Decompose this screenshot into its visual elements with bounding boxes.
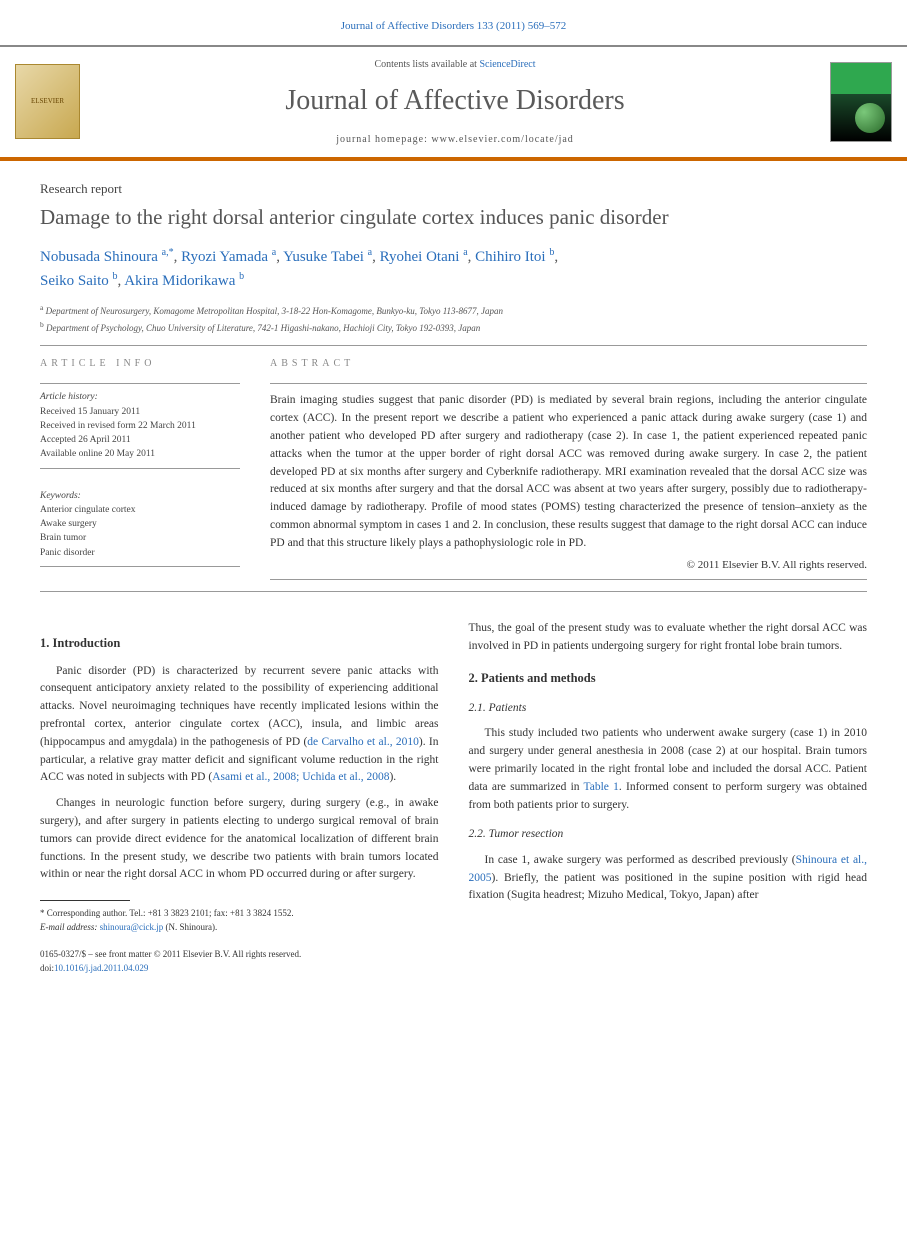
author-aff: b: [239, 271, 244, 282]
email-suffix: (N. Shinoura).: [163, 922, 217, 932]
footer-front-matter: 0165-0327/$ – see front matter © 2011 El…: [40, 948, 439, 975]
subsection-heading-patients: 2.1. Patients: [469, 700, 868, 717]
author-aff: a: [272, 247, 276, 258]
intro-body: Panic disorder (PD) is characterized by …: [40, 663, 439, 885]
abstract-column: ABSTRACT Brain imaging studies suggest t…: [270, 356, 867, 581]
contents-line: Contents lists available at ScienceDirec…: [95, 57, 815, 72]
patients-body: This study included two patients who und…: [469, 725, 868, 814]
divider: [40, 345, 867, 346]
divider: [270, 579, 867, 580]
homepage-url: www.elsevier.com/locate/jad: [431, 134, 573, 145]
keyword: Awake surgery: [40, 517, 240, 531]
history-received: Received 15 January 2011: [40, 405, 240, 419]
author-list: Nobusada Shinoura a,*, Ryozi Yamada a, Y…: [40, 245, 867, 292]
contents-prefix: Contents lists available at: [374, 59, 479, 70]
keyword: Panic disorder: [40, 546, 240, 560]
author-aff: b: [113, 271, 118, 282]
corresponding-author-footnote: * Corresponding author. Tel.: +81 3 3823…: [40, 907, 439, 934]
doi-link[interactable]: 10.1016/j.jad.2011.04.029: [54, 963, 148, 973]
section-heading-intro: 1. Introduction: [40, 634, 439, 653]
body-paragraph: Changes in neurologic function before su…: [40, 795, 439, 884]
table-link[interactable]: Table 1: [584, 781, 619, 793]
journal-name: Journal of Affective Disorders: [95, 80, 815, 122]
article-type: Research report: [40, 179, 867, 199]
email-link[interactable]: shinoura@cick.jp: [100, 922, 164, 932]
history-accepted: Accepted 26 April 2011: [40, 433, 240, 447]
elsevier-logo-text: ELSEVIER: [31, 96, 64, 107]
body-run: ).: [389, 771, 396, 783]
citation-link[interactable]: Asami et al., 2008; Uchida et al., 2008: [212, 771, 389, 783]
keywords-block: Keywords: Anterior cingulate cortex Awak…: [40, 483, 240, 567]
article-info-label: ARTICLE INFO: [40, 356, 240, 371]
elsevier-logo: ELSEVIER: [15, 64, 80, 139]
author-link[interactable]: Chihiro Itoi: [475, 249, 545, 265]
author-aff: b: [549, 247, 554, 258]
section-heading-methods: 2. Patients and methods: [469, 669, 868, 688]
affiliations: a Department of Neurosurgery, Komagome M…: [40, 302, 867, 335]
abstract-text: Brain imaging studies suggest that panic…: [270, 392, 867, 552]
body-paragraph: Thus, the goal of the present study was …: [469, 620, 868, 656]
history-revised: Received in revised form 22 March 2011: [40, 419, 240, 433]
sciencedirect-link[interactable]: ScienceDirect: [479, 59, 535, 70]
corresponding-marker: *: [169, 247, 174, 258]
running-header: Journal of Affective Disorders 133 (2011…: [0, 0, 907, 45]
abstract-copyright: © 2011 Elsevier B.V. All rights reserved…: [270, 557, 867, 574]
keyword: Brain tumor: [40, 531, 240, 545]
left-column: 1. Introduction Panic disorder (PD) is c…: [40, 620, 439, 976]
author-link[interactable]: Nobusada Shinoura: [40, 249, 158, 265]
article-body: Research report Damage to the right dors…: [0, 161, 907, 1006]
history-label: Article history:: [40, 390, 240, 404]
author-link[interactable]: Seiko Saito: [40, 273, 109, 289]
author-aff: a: [463, 247, 467, 258]
masthead-center: Contents lists available at ScienceDirec…: [95, 57, 815, 147]
homepage-label: journal homepage:: [336, 134, 431, 145]
keyword: Anterior cingulate cortex: [40, 503, 240, 517]
author-aff: a,: [162, 247, 169, 258]
right-column: Thus, the goal of the present study was …: [469, 620, 868, 976]
running-header-link[interactable]: Journal of Affective Disorders 133 (2011…: [341, 20, 566, 32]
citation-link[interactable]: de Carvalho et al., 2010: [307, 736, 419, 748]
author-link[interactable]: Yusuke Tabei: [283, 249, 364, 265]
keywords-label: Keywords:: [40, 489, 240, 503]
divider: [40, 591, 867, 592]
affiliation-b: Department of Psychology, Chuo Universit…: [46, 323, 480, 333]
history-online: Available online 20 May 2011: [40, 447, 240, 461]
corr-author-line: * Corresponding author. Tel.: +81 3 3823…: [40, 907, 439, 921]
email-label: E-mail address:: [40, 922, 100, 932]
masthead: ELSEVIER Contents lists available at Sci…: [0, 45, 907, 161]
subsection-heading-resection: 2.2. Tumor resection: [469, 826, 868, 843]
intro-continued: Thus, the goal of the present study was …: [469, 620, 868, 656]
footnote-separator: [40, 900, 130, 901]
author-link[interactable]: Ryozi Yamada: [181, 249, 268, 265]
body-columns: 1. Introduction Panic disorder (PD) is c…: [40, 620, 867, 976]
author-aff: a: [368, 247, 372, 258]
article-title: Damage to the right dorsal anterior cing…: [40, 204, 867, 231]
author-link[interactable]: Ryohei Otani: [380, 249, 460, 265]
abstract-label: ABSTRACT: [270, 356, 867, 371]
body-run: ). Briefly, the patient was positioned i…: [469, 872, 868, 902]
affiliation-a: Department of Neurosurgery, Komagome Met…: [46, 306, 503, 316]
author-link[interactable]: Akira Midorikawa: [124, 273, 235, 289]
article-history-block: Article history: Received 15 January 201…: [40, 383, 240, 468]
article-info-column: ARTICLE INFO Article history: Received 1…: [40, 356, 240, 581]
resection-body: In case 1, awake surgery was performed a…: [469, 852, 868, 905]
doi-label: doi:: [40, 963, 54, 973]
journal-cover-thumbnail: [830, 62, 892, 142]
body-run: In case 1, awake surgery was performed a…: [485, 854, 796, 866]
front-matter-text: 0165-0327/$ – see front matter © 2011 El…: [40, 948, 439, 962]
divider: [270, 383, 867, 384]
info-abstract-row: ARTICLE INFO Article history: Received 1…: [40, 356, 867, 581]
homepage-line: journal homepage: www.elsevier.com/locat…: [95, 132, 815, 147]
